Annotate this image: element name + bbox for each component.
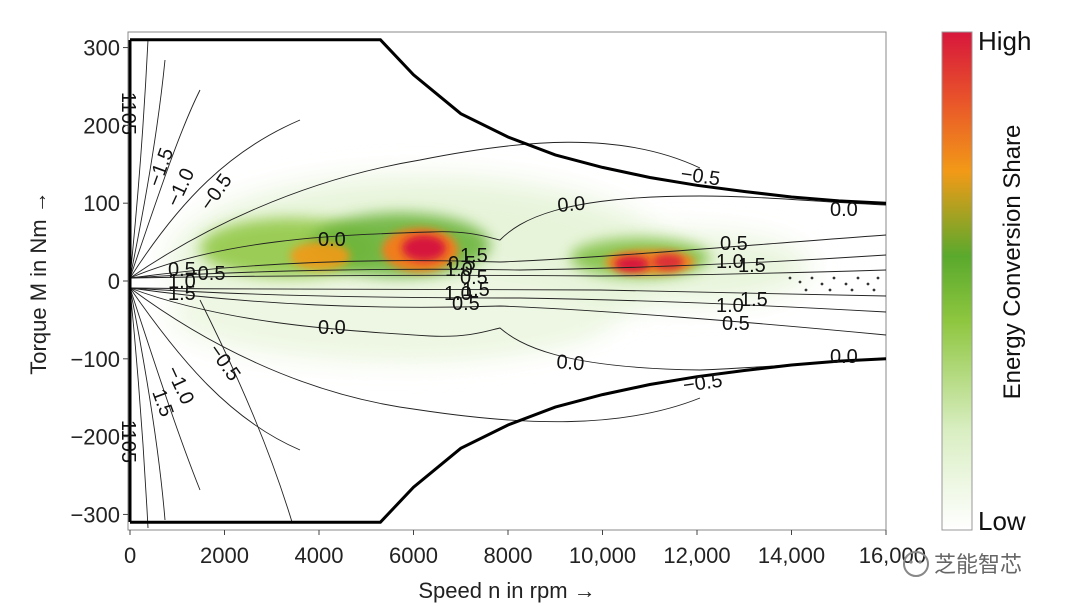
y-axis-label: Torque M in Nm → [26,191,51,374]
contour-label: 1105 [117,420,139,463]
contour-label: 1.0 [168,271,196,293]
contour-label: 1.5 [462,279,490,301]
contour-label: 1105 [117,92,139,135]
contour-label: 0.0 [318,317,346,339]
colorbar-title: Energy Conversion Share [999,125,1026,400]
x-tick-label: 14,000 [758,543,825,568]
x-axis: 0 2000 4000 6000 8000 10,000 12,000 14,000 16,00… [124,530,926,568]
y-tick-label: 0 [108,269,120,294]
contour-label: 0.0 [557,193,587,217]
colorbar [941,31,973,531]
contour-label: 0.0 [556,351,586,375]
watermark: 芝能智芯 [903,551,1022,578]
heat-red-3 [652,254,684,270]
x-tick-label: 12,000 [663,543,730,568]
y-tick-label: −100 [70,347,120,372]
y-tick-label: 200 [83,113,120,138]
y-tick-label: −300 [70,502,120,527]
y-axis: 300 200 100 0 −100 −200 −300 [70,36,128,527]
watermark-text: 芝能智芯 [934,553,1022,578]
wechat-icon [903,551,929,577]
x-tick-label: 8000 [484,543,533,568]
x-tick-label: 0 [124,543,136,568]
contour-label: 1.0 [716,251,744,273]
envelope-upper [130,38,886,205]
contour-label: 0.5 [722,313,750,335]
contour-label: −0.5 [186,263,225,285]
heat-halo-lower [170,270,610,360]
x-tick-label: 16,000 [859,543,926,568]
contour-label: 1.5 [740,289,768,311]
y-tick-label: −200 [70,425,120,450]
colorbar-high-label: High [978,26,1031,56]
contour-label: −0.5 [682,370,724,397]
contour-label: 0.0 [830,346,858,368]
x-axis-label: Speed n in rpm → [418,578,595,603]
envelope [128,38,886,524]
dotted-region [788,276,880,292]
contour-label: 0.5 [448,253,476,275]
x-tick-label: 6000 [389,543,438,568]
colorbar-low-label: Low [978,506,1026,536]
contour-label: 1.0 [716,295,744,317]
contour-lines [129,39,886,529]
contour-label: 0.5 [720,233,748,255]
contour-label: 0.0 [318,229,346,251]
contour-label: −0.5 [679,163,721,190]
x-tick-label: 10,000 [569,543,636,568]
x-tick-label: 2000 [200,543,249,568]
x-tick-label: 4000 [295,543,344,568]
heat-red-1 [402,235,446,261]
contour-label: 1.0 [445,259,473,281]
contour-label: 0.5 [452,293,480,315]
contour-label: 0.0 [830,199,858,221]
contour-label: 1.5 [460,245,488,267]
contour-label: 0.5 [460,267,488,289]
envelope-lower [130,357,886,524]
y-tick-label: 100 [83,191,120,216]
contour-label-group: 1105 −1.5 −1.0 −0.5 0.0 0.0 −0.5 0.0 0.5… [117,92,858,463]
contour-label: 1.5 [168,283,196,305]
y-tick-label: 300 [83,36,120,61]
contour-label: 0.5 [168,259,196,281]
contour-label: 1.0 [444,283,472,305]
heat-red-2 [614,256,650,272]
contour-label: 1.5 [738,255,766,277]
